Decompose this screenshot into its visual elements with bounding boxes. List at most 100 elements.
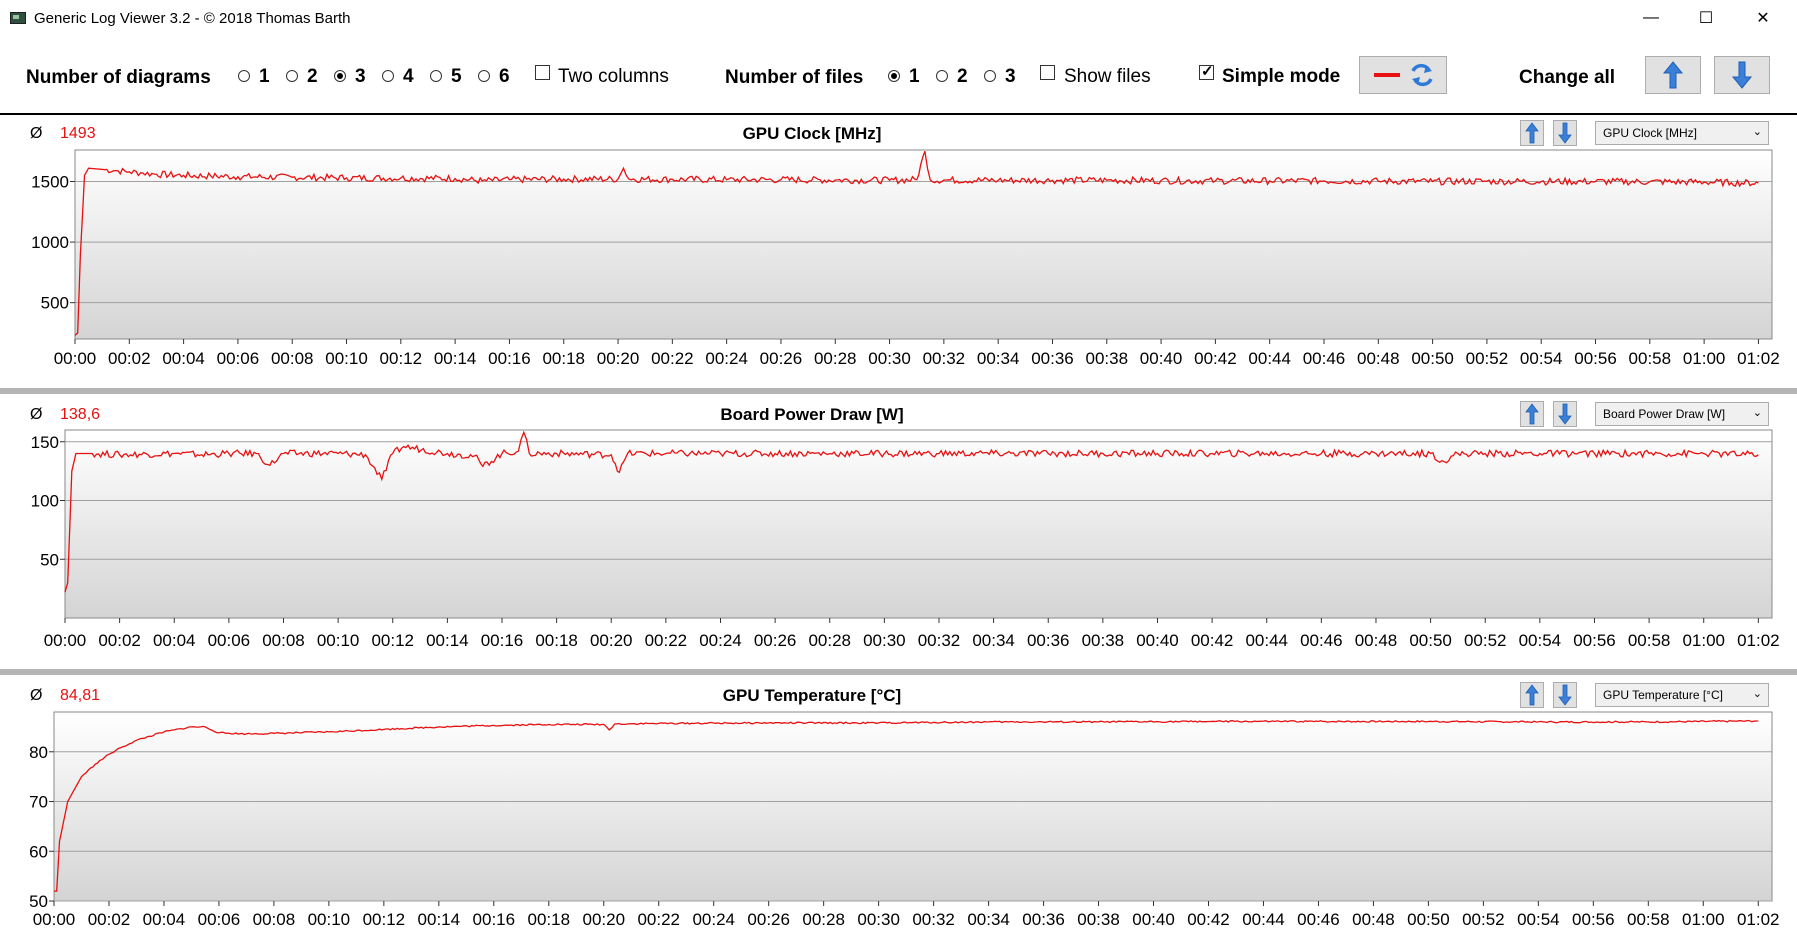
arrow-up-icon — [1525, 403, 1539, 425]
x-tick-label: 00:08 — [271, 349, 314, 368]
sensor-select[interactable]: Board Power Draw [W] ⌄ — [1595, 402, 1769, 426]
x-tick-label: 00:28 — [808, 631, 851, 650]
x-tick-label: 00:26 — [747, 910, 790, 929]
diagrams-radio-label-6: 6 — [499, 66, 510, 87]
title-bar: Generic Log Viewer 3.2 - © 2018 Thomas B… — [0, 0, 1797, 36]
x-tick-label: 01:02 — [1737, 910, 1780, 929]
average-value: 1493 — [60, 125, 96, 142]
line-chart: 50 60 70 80 00:00 00:02 00:04 00:06 00:08 00:10 00… — [29, 711, 1780, 929]
x-tick-label: 00:58 — [1628, 631, 1671, 650]
y-tick-label: 1000 — [31, 233, 69, 252]
x-tick-label: 00:04 — [162, 349, 205, 368]
move-diagram-down-button[interactable] — [1553, 401, 1577, 427]
diagrams-radio-label-4: 4 — [403, 66, 414, 87]
minimize-button[interactable]: — — [1643, 9, 1659, 26]
x-tick-label: 00:24 — [699, 631, 742, 650]
x-tick-label: 00:38 — [1086, 349, 1129, 368]
sensor-select[interactable]: GPU Clock [MHz] ⌄ — [1595, 121, 1769, 145]
arrow-up-icon — [1662, 61, 1684, 89]
x-tick-label: 00:06 — [217, 349, 260, 368]
x-tick-label: 00:04 — [153, 631, 196, 650]
files-radio-2[interactable] — [936, 70, 948, 82]
x-tick-label: 00:32 — [918, 631, 961, 650]
chevron-down-icon: ⌄ — [1752, 126, 1762, 138]
line-chart: 50 100 150 00:00 00:02 00:04 00:06 00:08 00:10 00… — [31, 429, 1780, 650]
diagrams-radio-2[interactable] — [286, 70, 298, 82]
x-tick-label: 00:10 — [325, 349, 368, 368]
x-tick-label: 00:08 — [253, 910, 296, 929]
chart-title: GPU Temperature [°C] — [722, 686, 902, 705]
diagrams-radio-label-5: 5 — [451, 66, 462, 87]
x-tick-label: 00:54 — [1519, 631, 1562, 650]
arrow-down-icon — [1558, 403, 1572, 425]
x-tick-label: 00:36 — [1022, 910, 1065, 929]
diagrams-radio-1[interactable] — [238, 70, 250, 82]
x-tick-label: 01:00 — [1682, 631, 1725, 650]
x-tick-label: 01:00 — [1682, 910, 1725, 929]
diagrams-radio-4[interactable] — [382, 70, 394, 82]
x-tick-label: 00:20 — [597, 349, 640, 368]
chart-title: GPU Clock [MHz] — [742, 124, 882, 143]
move-diagram-up-button[interactable] — [1520, 401, 1544, 427]
x-tick-label: 00:18 — [528, 910, 571, 929]
x-tick-label: 00:38 — [1077, 910, 1120, 929]
sensor-select-value: GPU Clock [MHz] — [1603, 126, 1698, 140]
files-radio-1[interactable] — [888, 70, 900, 82]
move-diagram-down-button[interactable] — [1553, 120, 1577, 146]
diagrams-radio-5[interactable] — [430, 70, 442, 82]
x-tick-label: 00:40 — [1140, 349, 1183, 368]
x-tick-label: 00:44 — [1245, 631, 1288, 650]
diagrams-radio-label-2: 2 — [307, 66, 318, 87]
y-tick-label: 80 — [29, 743, 48, 762]
y-tick-label: 50 — [29, 892, 48, 911]
x-tick-label: 00:12 — [371, 631, 414, 650]
close-button[interactable]: ✕ — [1756, 10, 1770, 27]
simple-mode-checkbox[interactable] — [1199, 62, 1214, 80]
move-all-up-button[interactable] — [1645, 56, 1701, 94]
files-radio-label-2: 2 — [957, 66, 968, 87]
x-tick-label: 00:00 — [44, 631, 87, 650]
show-files-checkbox[interactable] — [1040, 65, 1055, 80]
x-tick-label: 00:16 — [481, 631, 524, 650]
maximize-button[interactable]: ☐ — [1698, 10, 1714, 27]
x-tick-label: 00:46 — [1297, 910, 1340, 929]
x-tick-label: 01:02 — [1737, 631, 1780, 650]
x-tick-label: 00:56 — [1574, 349, 1617, 368]
change-all-label: Change all — [1519, 67, 1616, 88]
color-refresh-button[interactable] — [1359, 56, 1447, 94]
x-tick-label: 00:54 — [1520, 349, 1563, 368]
arrow-down-icon — [1731, 61, 1753, 89]
diagrams-radio-6[interactable] — [478, 70, 490, 82]
move-diagram-up-button[interactable] — [1520, 682, 1544, 708]
x-tick-label: 00:02 — [108, 349, 151, 368]
chart-title: Board Power Draw [W] — [720, 405, 904, 424]
x-tick-label: 00:42 — [1194, 349, 1237, 368]
move-diagram-up-button[interactable] — [1520, 120, 1544, 146]
move-diagram-down-button[interactable] — [1553, 682, 1577, 708]
y-tick-label: 50 — [40, 550, 59, 569]
diagrams-radio-3[interactable] — [334, 70, 346, 82]
two-columns-checkbox[interactable] — [535, 65, 550, 80]
line-chart: 500 1000 1500 00:00 00:02 00:04 00:06 00:08 00:1… — [31, 149, 1780, 368]
x-tick-label: 00:12 — [380, 349, 423, 368]
move-all-down-button[interactable] — [1714, 56, 1770, 94]
x-tick-label: 00:34 — [972, 631, 1015, 650]
x-tick-label: 00:06 — [198, 910, 241, 929]
panel-separator — [0, 388, 1797, 394]
x-tick-label: 00:58 — [1629, 349, 1672, 368]
x-tick-label: 00:46 — [1300, 631, 1343, 650]
arrow-up-icon — [1525, 684, 1539, 706]
x-tick-label: 00:48 — [1357, 349, 1400, 368]
y-tick-label: 60 — [29, 842, 48, 861]
average-value: 84,81 — [60, 687, 101, 704]
x-tick-label: 00:34 — [977, 349, 1020, 368]
files-radio-3[interactable] — [984, 70, 996, 82]
files-radio-label-3: 3 — [1005, 66, 1016, 87]
x-tick-label: 00:28 — [814, 349, 857, 368]
x-tick-label: 00:44 — [1248, 349, 1291, 368]
x-tick-label: 00:44 — [1242, 910, 1285, 929]
x-tick-label: 00:46 — [1303, 349, 1346, 368]
sensor-select[interactable]: GPU Temperature [°C] ⌄ — [1595, 683, 1769, 707]
average-symbol: Ø — [30, 687, 43, 704]
x-tick-label: 00:48 — [1355, 631, 1398, 650]
